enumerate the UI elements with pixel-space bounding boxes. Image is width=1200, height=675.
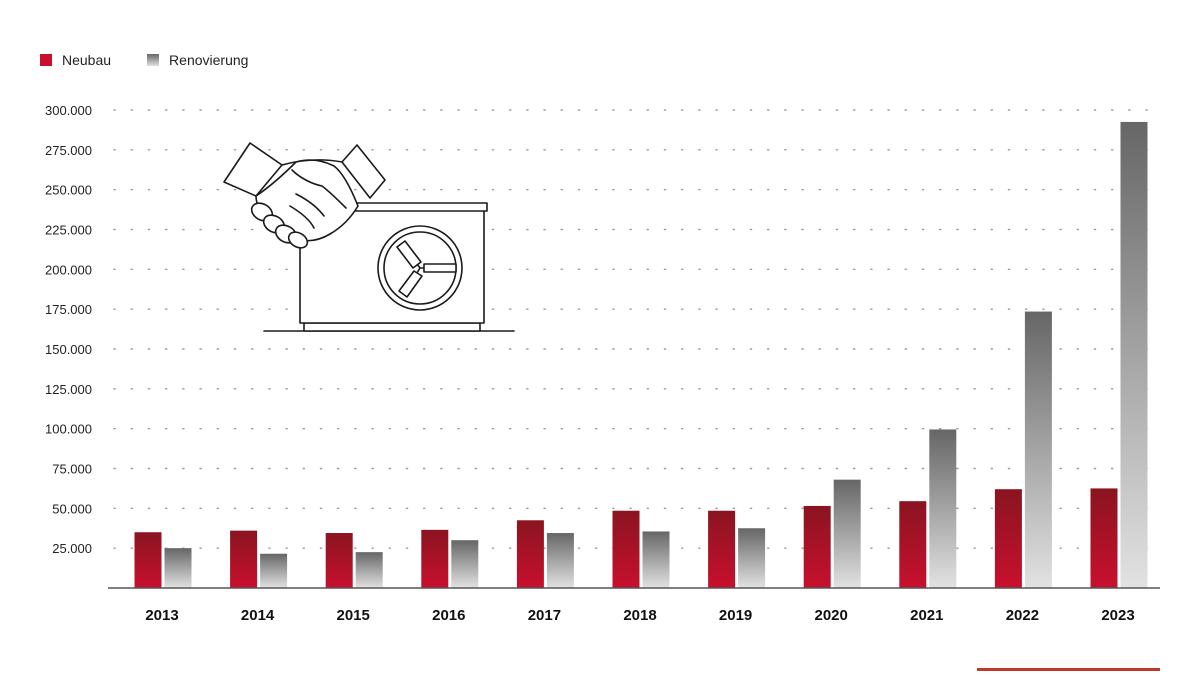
- bar-renovierung: [451, 540, 479, 588]
- bar-neubau: [899, 501, 927, 588]
- bar-renovierung: [355, 552, 383, 588]
- bar-neubau: [421, 529, 449, 588]
- legend-swatch-renovierung: [147, 54, 160, 66]
- y-tick-label: 25.000: [52, 541, 92, 556]
- bar-neubau: [803, 505, 831, 588]
- bar-renovierung: [642, 531, 670, 588]
- bars: [134, 121, 1148, 588]
- y-axis-tick-labels: 25.000 50.000 75.000 100.000 125.000 150.000 1…: [45, 103, 92, 556]
- accent-line: [977, 668, 1160, 671]
- y-tick-label: 175.000: [45, 302, 92, 317]
- legend-label-renovierung: Renovierung: [169, 52, 249, 68]
- bar-renovierung: [260, 553, 288, 588]
- bar-neubau: [1090, 488, 1118, 588]
- y-tick-label: 275.000: [45, 143, 92, 158]
- y-tick-label: 100.000: [45, 422, 92, 437]
- y-tick-label: 50.000: [52, 501, 92, 516]
- bar-neubau: [612, 510, 640, 588]
- y-tick-label: 225.000: [45, 223, 92, 238]
- x-tick-label: 2015: [337, 607, 370, 624]
- bar-renovierung: [833, 479, 861, 588]
- bar-renovierung: [738, 528, 766, 588]
- y-tick-label: 75.000: [52, 462, 92, 477]
- bar-renovierung: [1120, 121, 1148, 588]
- bar-neubau: [994, 489, 1022, 588]
- y-tick-label: 150.000: [45, 342, 92, 357]
- legend-item-neubau: Neubau: [40, 52, 111, 68]
- y-tick-label: 250.000: [45, 183, 92, 198]
- bar-renovierung: [929, 429, 957, 588]
- bar-renovierung: [1024, 311, 1052, 588]
- x-tick-label: 2017: [528, 607, 561, 624]
- x-tick-label: 2013: [145, 607, 178, 624]
- x-tick-label: 2019: [719, 607, 752, 624]
- legend-item-renovierung: Renovierung: [147, 52, 248, 68]
- bar-neubau: [325, 533, 353, 588]
- y-tick-label: 300.000: [45, 103, 92, 118]
- handshake-heat-pump-icon: [223, 142, 515, 332]
- y-tick-label: 200.000: [45, 262, 92, 277]
- x-tick-label: 2018: [623, 607, 656, 624]
- y-tick-label: 125.000: [45, 382, 92, 397]
- x-tick-label: 2023: [1101, 607, 1134, 624]
- bar-renovierung: [164, 548, 192, 588]
- bar-neubau: [516, 520, 544, 588]
- legend-swatch-neubau: [40, 54, 52, 66]
- bar-renovierung: [546, 533, 574, 588]
- x-tick-label: 2016: [432, 607, 465, 624]
- legend: Neubau Renovierung: [40, 52, 248, 68]
- x-tick-label: 2014: [241, 607, 275, 624]
- bar-neubau: [230, 530, 258, 588]
- x-tick-label: 2021: [910, 607, 943, 624]
- x-tick-label: 2022: [1006, 607, 1039, 624]
- bar-neubau: [708, 510, 736, 588]
- x-tick-label: 2020: [815, 607, 848, 624]
- bar-neubau: [134, 532, 162, 588]
- x-axis-tick-labels: 2013 2014 2015 2016 2017 2018 2019 2020 2021 2022…: [145, 607, 1134, 624]
- legend-label-neubau: Neubau: [62, 52, 112, 68]
